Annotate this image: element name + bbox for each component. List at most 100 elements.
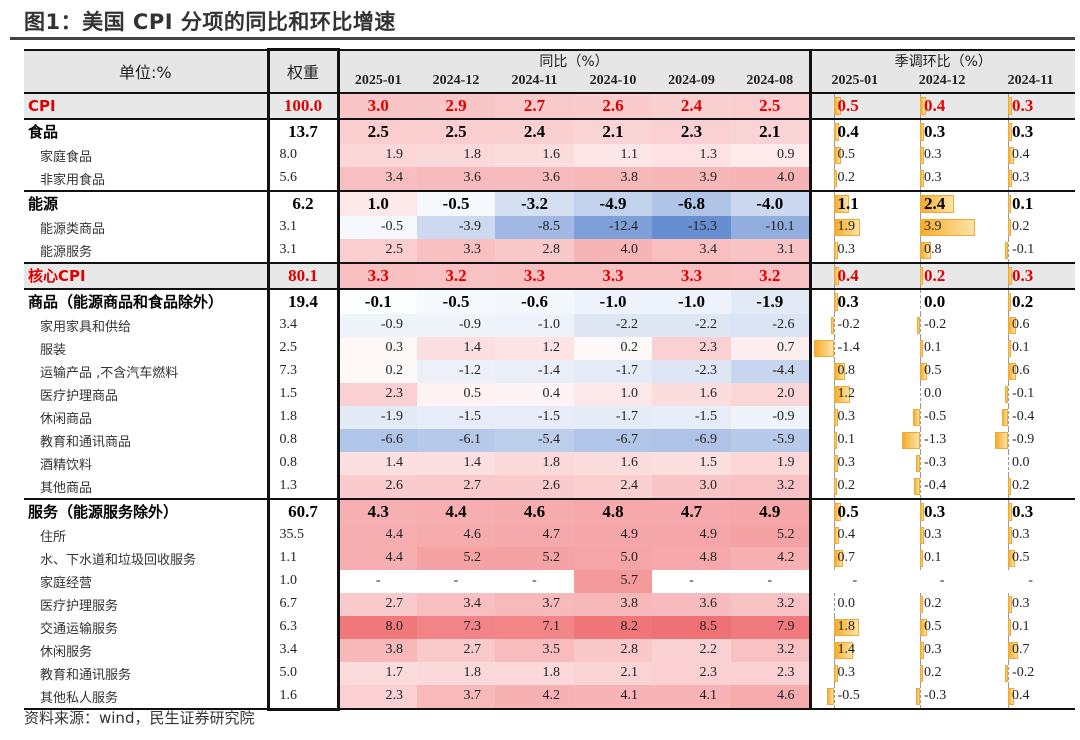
row-label: 家庭经营 bbox=[40, 575, 93, 591]
yoy-cell: -0.5 bbox=[417, 287, 495, 314]
mom-value: -1.3 bbox=[924, 432, 947, 447]
mom-value: -0.5 bbox=[837, 688, 860, 704]
yoy-cell: -1.5 bbox=[652, 405, 731, 429]
mom-value: 0.1 bbox=[1012, 193, 1034, 213]
mom-value: -0.1 bbox=[1012, 386, 1035, 401]
yoy-cell: 2.4 bbox=[574, 474, 652, 499]
yoy-cell: 2.6 bbox=[574, 91, 652, 119]
yoy-cell: 1.9 bbox=[731, 451, 811, 475]
weight-cell: 6.3 bbox=[266, 615, 340, 639]
yoy-cell: 2.5 bbox=[417, 117, 495, 144]
mom-bar bbox=[833, 241, 838, 259]
mom-value: 0.6 bbox=[1012, 317, 1030, 332]
mom-bar bbox=[1005, 664, 1009, 682]
mom-bar bbox=[1008, 339, 1012, 357]
mom-axis-line bbox=[920, 382, 922, 406]
mom-axis-line bbox=[1008, 238, 1010, 262]
mom-bar bbox=[920, 339, 924, 357]
mom-cell: 0.0 bbox=[898, 287, 987, 314]
mom-cell: 0.4 bbox=[898, 91, 987, 119]
yoy-cell: 2.3 bbox=[338, 382, 417, 406]
table-row: 医疗护理服务 6.7 2.7 3.4 3.7 3.8 3.6 3.2 0.0 0.2 0.3 bbox=[24, 592, 1075, 616]
mom-cell: 0.6 bbox=[986, 313, 1075, 337]
table-row: 其他私人服务 1.6 2.3 3.7 4.2 4.1 4.1 4.6 -0.5 -0.3 0.4 bbox=[24, 684, 1076, 711]
mom-cell: -0.4 bbox=[898, 474, 986, 499]
yoy-cell: 3.3 bbox=[495, 261, 574, 289]
mom-bar bbox=[915, 687, 921, 705]
yoy-cell: 1.8 bbox=[417, 143, 495, 167]
yoy-cell: 3.1 bbox=[731, 238, 811, 263]
mom-bar bbox=[920, 664, 924, 682]
mom-cell: 0.5 bbox=[898, 615, 986, 639]
mom-cell: 0.2 bbox=[986, 287, 1076, 314]
mom-bar bbox=[920, 241, 932, 259]
mom-bar bbox=[830, 316, 834, 334]
yoy-cell: 4.1 bbox=[574, 684, 652, 710]
mom-value: 0.5 bbox=[924, 363, 942, 378]
mom-axis-line bbox=[920, 405, 922, 429]
yoy-cell: -1.9 bbox=[731, 287, 811, 314]
mom-cell: 0.5 bbox=[808, 91, 899, 119]
mom-value: 0.7 bbox=[837, 550, 856, 565]
row-label: 教育和通讯服务 bbox=[40, 667, 132, 683]
mom-bar bbox=[833, 362, 845, 380]
mom-cell: - bbox=[898, 570, 986, 593]
yoy-cell: 4.7 bbox=[652, 497, 731, 524]
mom-bar bbox=[833, 218, 861, 236]
weight-cell: 1.8 bbox=[266, 405, 340, 429]
mom-cell: 0.5 bbox=[986, 546, 1075, 570]
mom-value: -0.9 bbox=[1012, 432, 1035, 447]
weight-cell: 5.6 bbox=[266, 166, 340, 191]
yoy-cell: 1.9 bbox=[338, 143, 417, 167]
mom-bar bbox=[1008, 292, 1012, 311]
row-label: 医疗护理商品 bbox=[40, 388, 119, 404]
yoy-cell: -2.6 bbox=[731, 313, 811, 337]
mom-axis-line bbox=[1008, 382, 1010, 406]
mom-axis-line bbox=[1008, 428, 1010, 452]
mom-bar bbox=[1008, 146, 1014, 164]
mom-value: 1.8 bbox=[837, 619, 856, 634]
yoy-cell: -6.9 bbox=[652, 428, 731, 452]
mom-period-header: 2024-12 bbox=[898, 70, 987, 93]
mom-cell: -0.2 bbox=[808, 313, 899, 337]
mom-cell: -0.1 bbox=[986, 238, 1075, 263]
mom-bar bbox=[813, 339, 834, 357]
row-label: 教育和通讯商品 bbox=[40, 434, 132, 450]
mom-axis-line bbox=[833, 336, 835, 360]
mom-bar bbox=[920, 595, 924, 613]
yoy-period-header: 2024-08 bbox=[731, 70, 811, 93]
yoy-cell: 3.4 bbox=[652, 238, 731, 263]
mom-value: 0.1 bbox=[924, 340, 942, 355]
row-label: 交通运输服务 bbox=[40, 621, 119, 637]
title-divider bbox=[10, 37, 1075, 40]
yoy-cell: 4.8 bbox=[574, 497, 652, 524]
mom-value: 0.5 bbox=[837, 501, 859, 521]
mom-cell: 0.3 bbox=[986, 523, 1075, 547]
yoy-cell: 1.5 bbox=[652, 451, 731, 475]
yoy-cell: 4.4 bbox=[338, 523, 417, 547]
weight-cell: 2.5 bbox=[266, 336, 340, 360]
yoy-cell: -0.9 bbox=[338, 313, 417, 337]
mom-value: 0.2 bbox=[924, 596, 942, 611]
yoy-cell: 5.7 bbox=[574, 569, 652, 593]
yoy-cell: 3.6 bbox=[495, 166, 574, 191]
mom-cell: 0.3 bbox=[898, 523, 986, 547]
yoy-cell: 4.6 bbox=[417, 523, 495, 547]
yoy-cell: 2.5 bbox=[731, 91, 811, 119]
yoy-cell: 3.3 bbox=[338, 261, 417, 289]
mom-value: 0.2 bbox=[1012, 219, 1030, 234]
unit-header: 单位:% bbox=[24, 48, 268, 93]
mom-value: 0.1 bbox=[837, 432, 856, 447]
row-label: 能源服务 bbox=[40, 244, 93, 260]
yoy-cell: -4.4 bbox=[731, 359, 811, 383]
yoy-cell: 4.3 bbox=[338, 497, 417, 524]
mom-bar bbox=[833, 385, 851, 403]
mom-bar bbox=[1008, 96, 1013, 115]
mom-bar bbox=[1008, 641, 1018, 659]
mom-value: -0.2 bbox=[924, 317, 947, 332]
mom-value: -0.4 bbox=[1012, 409, 1035, 424]
mom-bar bbox=[1008, 218, 1012, 236]
mom-bar bbox=[913, 408, 921, 426]
yoy-cell: 3.2 bbox=[731, 592, 811, 616]
yoy-cell: 1.4 bbox=[417, 336, 495, 360]
